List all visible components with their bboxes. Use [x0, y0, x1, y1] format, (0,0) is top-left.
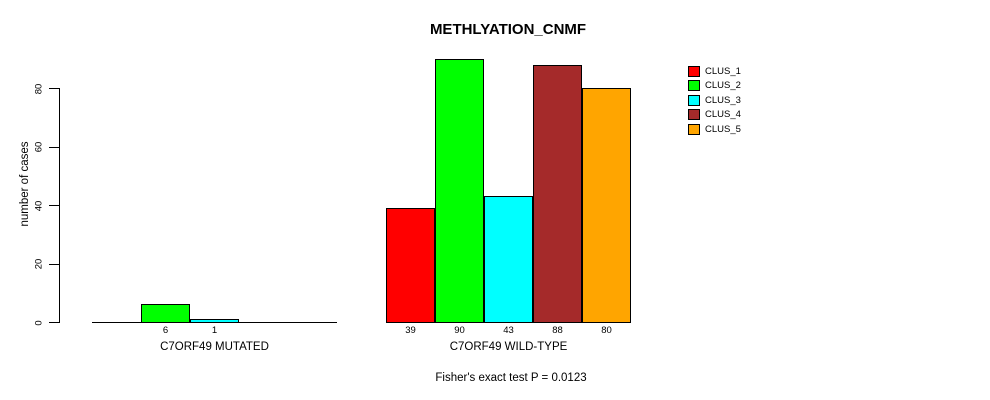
fisher-test-annotation: Fisher's exact test P = 0.0123: [435, 372, 587, 384]
y-tick: [49, 263, 59, 265]
legend-row: CLUS_1: [688, 64, 741, 79]
y-axis-line: [59, 88, 60, 323]
y-tick: [49, 205, 59, 206]
bar: [386, 208, 435, 322]
bar-value-label: 43: [503, 325, 514, 336]
legend-label: CLUS_2: [705, 80, 741, 92]
legend-swatch: [688, 123, 700, 135]
bar-value-label: 88: [552, 325, 563, 336]
bar-value-label: 6: [162, 325, 169, 336]
y-tick-label: 60: [33, 141, 45, 153]
legend-label: CLUS_5: [705, 123, 741, 135]
bar: [484, 196, 533, 322]
bar-value-label: 80: [601, 325, 612, 336]
bar-value-label: 90: [454, 325, 465, 336]
y-axis-label: number of cases: [19, 141, 31, 227]
bar-value-label: 1: [211, 325, 218, 336]
y-tick: [49, 322, 59, 323]
legend: CLUS_1 CLUS_2 CLUS_3 CLUS_4 CLUS_5: [688, 64, 741, 137]
y-tick-label: 0: [33, 319, 45, 326]
group-baseline: [92, 322, 337, 323]
y-tick-label: 40: [33, 200, 45, 211]
legend-swatch: [688, 94, 700, 106]
group-label: C7ORF49 MUTATED: [160, 341, 269, 353]
y-tick-label: 20: [33, 258, 45, 270]
y-tick-label: 80: [33, 83, 45, 94]
bar: [533, 65, 582, 322]
legend-label: CLUS_1: [705, 65, 741, 77]
group-baseline: [386, 322, 631, 323]
legend-row: CLUS_3: [688, 93, 741, 108]
legend-row: CLUS_4: [688, 108, 741, 123]
group-label: C7ORF49 WILD-TYPE: [449, 341, 568, 353]
legend-swatch: [688, 65, 700, 77]
bar: [435, 59, 484, 322]
legend-swatch: [688, 80, 700, 92]
legend-swatch: [688, 109, 700, 121]
bar: [141, 304, 190, 322]
legend-label: CLUS_4: [705, 109, 741, 121]
bar: [190, 319, 239, 322]
chart-title: METHLYATION_CNMF: [429, 21, 587, 38]
bar: [582, 88, 631, 322]
legend-row: CLUS_5: [688, 122, 741, 137]
legend-label: CLUS_3: [705, 94, 741, 106]
y-tick: [49, 88, 59, 89]
legend-row: CLUS_2: [688, 79, 741, 94]
y-tick: [49, 146, 59, 148]
bar-value-label: 39: [405, 325, 416, 336]
